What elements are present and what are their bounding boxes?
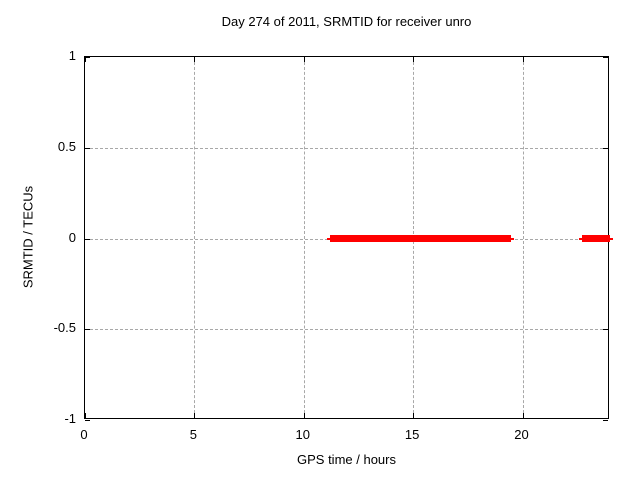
x-tick-bottom: [194, 413, 196, 418]
y-tick-label: 0: [68, 229, 76, 245]
y-tick-label: 1: [68, 48, 76, 63]
x-tick-label: 0: [80, 427, 88, 442]
plot-area: [84, 56, 613, 421]
x-axis-label: GPS time / hours: [297, 452, 396, 467]
y-tick-label: 0.5: [57, 138, 76, 154]
x-tick-label: 5: [189, 427, 197, 442]
x-tick-top: [413, 57, 415, 62]
x-tick-bottom: [413, 413, 415, 418]
series-segment: [330, 235, 512, 242]
series-segment: [582, 235, 610, 242]
x-tick-top: [194, 57, 196, 62]
x-tick-top: [85, 57, 86, 62]
x-tick-top: [522, 57, 524, 62]
y-tick-right: [603, 57, 608, 58]
x-tick-bottom: [522, 413, 524, 418]
x-tick-bottom: [85, 413, 86, 418]
y-tick-right: [603, 420, 608, 421]
y-tick-right: [603, 147, 608, 149]
y-tick-left: [85, 329, 90, 331]
y-tick-left: [85, 57, 90, 58]
x-gridline: [194, 57, 196, 418]
y-tick-right: [603, 329, 608, 331]
x-tick-label: 20: [514, 427, 529, 442]
y-gridline: [85, 147, 608, 149]
x-gridline: [522, 57, 524, 418]
y-tick-label: -1: [64, 411, 76, 426]
x-tick-label: 10: [295, 427, 310, 442]
y-tick-left: [85, 420, 90, 421]
y-gridline: [85, 329, 608, 331]
x-tick-top: [303, 57, 305, 62]
x-tick-bottom: [303, 413, 305, 418]
y-tick-left: [85, 147, 90, 149]
y-tick-left: [85, 238, 90, 240]
y-tick-label: -0.5: [53, 320, 76, 336]
x-gridline: [303, 57, 305, 418]
chart-title: Day 274 of 2011, SRMTID for receiver unr…: [221, 14, 472, 29]
x-tick-label: 15: [404, 427, 420, 442]
